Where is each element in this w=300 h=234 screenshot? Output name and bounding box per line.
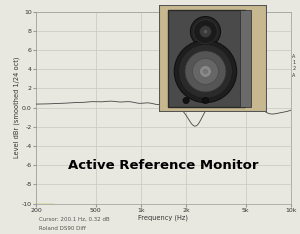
Circle shape (203, 29, 208, 34)
Y-axis label: Level dBr (smoothed 1/24 oct): Level dBr (smoothed 1/24 oct) (14, 57, 20, 158)
FancyBboxPatch shape (240, 10, 251, 107)
Circle shape (178, 44, 232, 98)
Circle shape (194, 20, 217, 44)
Circle shape (200, 66, 211, 77)
X-axis label: Frequency (Hz): Frequency (Hz) (139, 214, 188, 221)
Circle shape (185, 51, 226, 92)
Circle shape (183, 97, 189, 104)
Circle shape (203, 69, 208, 73)
Text: A
1
2
A: A 1 2 A (292, 54, 296, 77)
Text: Roland DS90 Diff: Roland DS90 Diff (39, 226, 86, 231)
Circle shape (202, 97, 209, 104)
Text: Active Reference Monitor: Active Reference Monitor (68, 159, 259, 172)
Circle shape (200, 26, 211, 37)
Circle shape (190, 17, 220, 47)
Circle shape (193, 58, 218, 84)
FancyBboxPatch shape (168, 10, 245, 107)
Text: Cursor: 200.1 Hz, 0.32 dB: Cursor: 200.1 Hz, 0.32 dB (39, 217, 110, 222)
Circle shape (174, 40, 237, 103)
